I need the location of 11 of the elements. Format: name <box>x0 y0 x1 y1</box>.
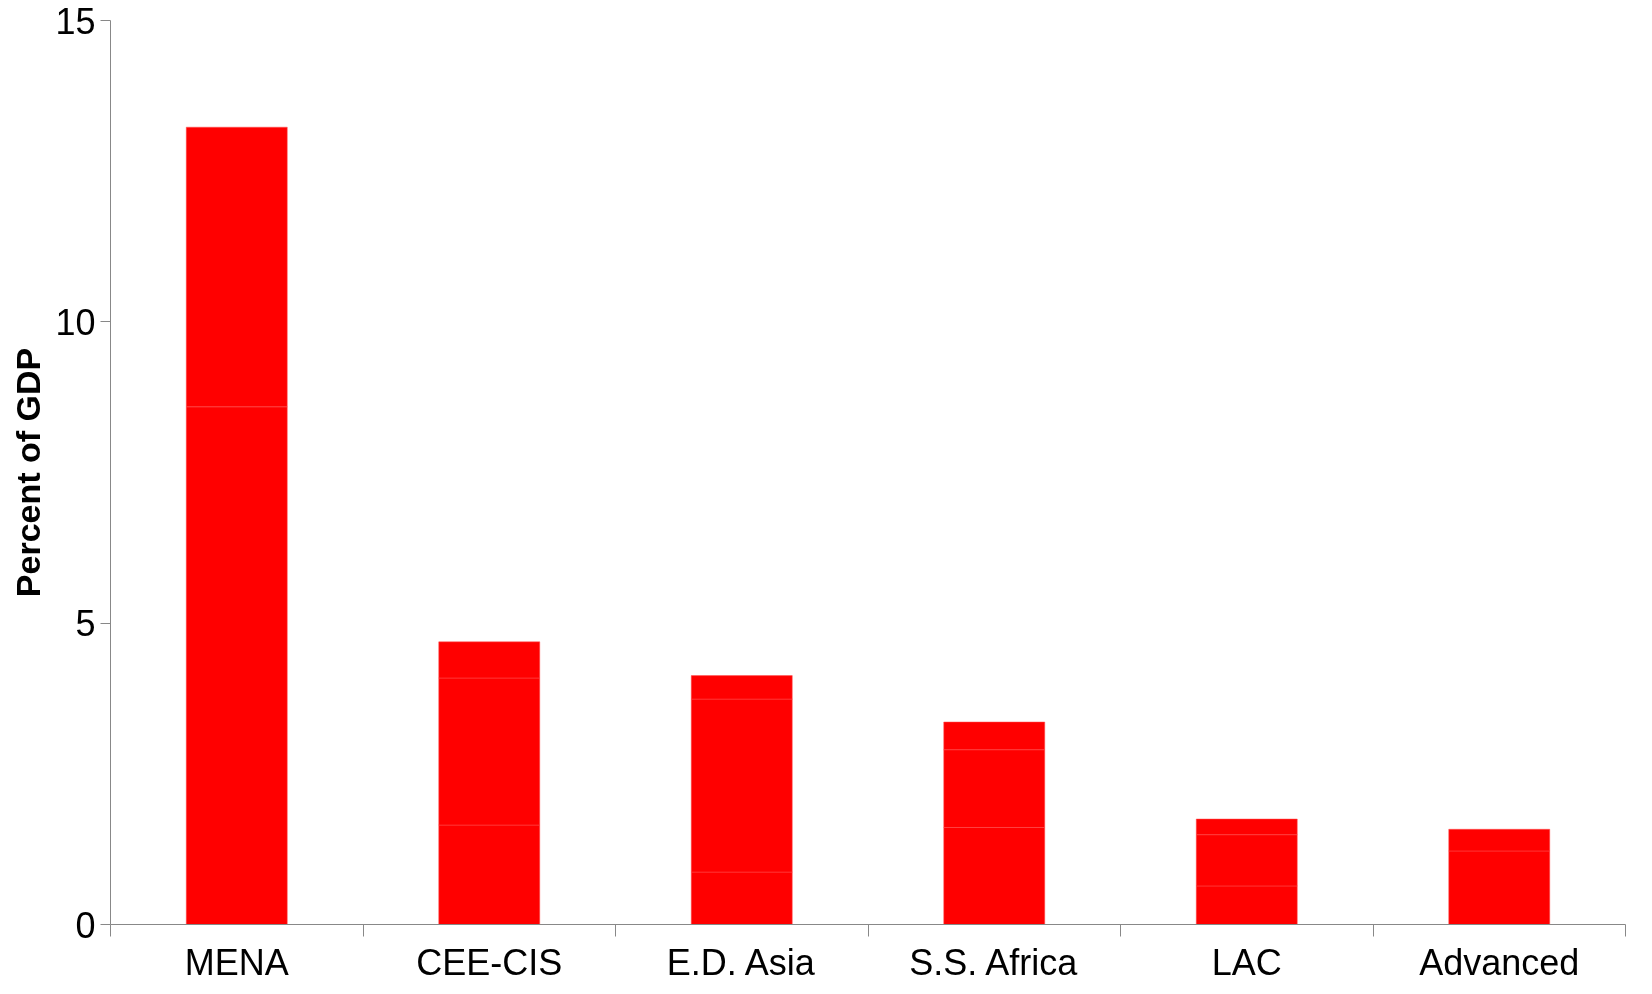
x-tick-label: Advanced <box>1419 941 1580 983</box>
x-tick-label: CEE-CIS <box>416 941 563 983</box>
y-tick-label: 5 <box>75 603 96 645</box>
y-tick-label: 10 <box>55 301 96 343</box>
y-tick-label: 15 <box>55 0 96 42</box>
x-tick-label: S.S. Africa <box>909 941 1079 983</box>
x-tick-label: LAC <box>1211 941 1282 983</box>
y-tick-label: 0 <box>75 904 96 946</box>
x-tick-label: E.D. Asia <box>666 941 816 983</box>
x-tick-label: MENA <box>184 941 289 983</box>
y-axis-title: Percent of GDP <box>9 347 48 598</box>
